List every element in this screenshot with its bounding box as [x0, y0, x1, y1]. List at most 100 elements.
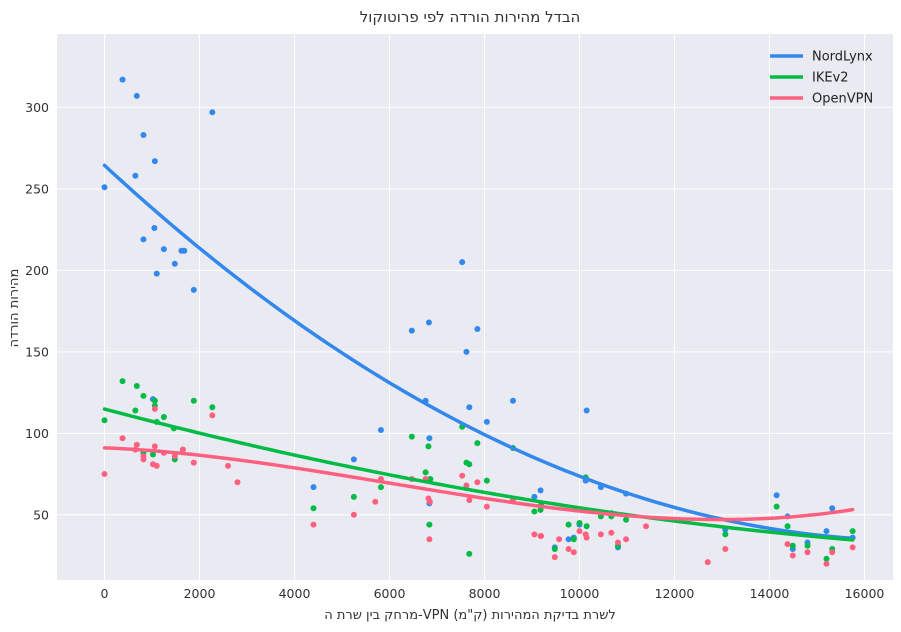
data-point	[474, 440, 481, 447]
data-point	[153, 270, 160, 277]
data-point	[570, 549, 577, 556]
x-axis-label: מרחק בין שרת ה-VPN לשרת בדיקת המהירות (ק…	[324, 608, 616, 623]
data-point	[425, 443, 432, 450]
data-point	[425, 319, 432, 326]
chart-title: הבדל מהירות הורדה לפי פרוטוקול	[360, 8, 581, 26]
data-point	[565, 521, 572, 528]
data-point	[350, 456, 357, 463]
data-point	[101, 471, 108, 478]
data-point	[576, 528, 583, 535]
legend-label: NordLynx	[812, 50, 873, 65]
data-point	[483, 503, 490, 510]
trend-line-ikev2	[102, 407, 855, 542]
data-point	[570, 536, 577, 543]
data-point	[151, 224, 158, 231]
data-point	[551, 554, 558, 561]
data-point	[474, 326, 481, 333]
data-point	[209, 109, 216, 116]
data-point	[829, 549, 836, 556]
data-point	[597, 531, 604, 538]
x-tick-label: 12000	[655, 586, 695, 601]
legend: NordLynx IKEv2 OpenVPN	[770, 50, 873, 107]
data-point	[583, 407, 590, 414]
data-point	[789, 542, 796, 549]
data-point	[773, 503, 780, 510]
data-point	[608, 529, 615, 536]
data-point	[408, 327, 415, 334]
data-point	[426, 536, 433, 543]
x-axis-ticks: 0 2000 4000 6000 8000 10000 12000 14000 16000	[101, 586, 885, 601]
data-point	[132, 172, 139, 179]
data-point	[119, 378, 126, 385]
data-point	[466, 497, 473, 504]
data-point	[171, 260, 178, 267]
data-point	[583, 523, 590, 530]
data-point	[789, 552, 796, 559]
data-point	[565, 546, 572, 553]
data-point	[704, 559, 711, 566]
data-point	[151, 158, 158, 165]
data-point	[151, 443, 158, 450]
data-point	[160, 414, 167, 421]
data-point	[614, 539, 621, 546]
x-tick-label: 14000	[750, 586, 790, 601]
data-point	[190, 286, 197, 293]
data-point	[565, 536, 572, 543]
data-point	[350, 511, 357, 518]
data-point	[531, 508, 538, 515]
legend-label: IKEv2	[812, 71, 849, 86]
data-point	[225, 462, 231, 469]
y-tick-label: 200	[25, 263, 49, 278]
data-point	[377, 484, 384, 491]
data-point	[426, 521, 433, 528]
data-point	[350, 493, 357, 500]
data-point	[408, 433, 415, 440]
data-point	[483, 418, 490, 425]
data-point	[181, 247, 188, 254]
legend-label: OpenVPN	[812, 92, 873, 107]
data-point	[804, 549, 811, 556]
data-point	[160, 246, 167, 253]
data-point	[463, 348, 470, 355]
data-point	[140, 392, 147, 399]
data-point	[459, 259, 466, 266]
data-point	[463, 482, 470, 489]
legend-item-openvpn: OpenVPN	[770, 92, 873, 107]
x-tick-label: 6000	[374, 586, 406, 601]
data-point	[310, 521, 317, 528]
data-point	[209, 412, 216, 419]
scatter-points	[101, 76, 856, 567]
data-point	[466, 404, 473, 411]
data-point	[722, 531, 729, 538]
data-point	[623, 536, 630, 543]
y-tick-label: 100	[25, 426, 49, 441]
y-axis-label: מהירות הורדה	[7, 269, 22, 348]
data-point	[583, 534, 590, 541]
x-tick-label: 8000	[469, 586, 501, 601]
data-point	[427, 475, 434, 482]
data-point	[551, 546, 558, 553]
y-tick-label: 50	[33, 507, 49, 522]
data-point	[101, 417, 108, 424]
trend-lines	[102, 163, 855, 542]
y-axis-ticks: 50 100 150 200 250 300	[25, 100, 49, 522]
data-point	[133, 383, 140, 390]
data-point	[474, 479, 481, 486]
data-point	[722, 546, 729, 553]
data-point	[190, 397, 197, 404]
data-point	[234, 479, 241, 486]
data-point	[531, 493, 538, 500]
data-point	[466, 550, 473, 557]
data-point	[426, 435, 433, 442]
x-tick-label: 0	[101, 586, 109, 601]
data-point	[133, 441, 140, 448]
data-point	[140, 456, 147, 463]
data-point	[823, 555, 830, 562]
data-point	[531, 531, 538, 538]
data-point	[483, 477, 490, 484]
data-point	[209, 404, 216, 411]
data-point	[643, 523, 649, 530]
y-tick-label: 300	[25, 100, 49, 115]
legend-item-nordlynx: NordLynx	[770, 50, 873, 65]
